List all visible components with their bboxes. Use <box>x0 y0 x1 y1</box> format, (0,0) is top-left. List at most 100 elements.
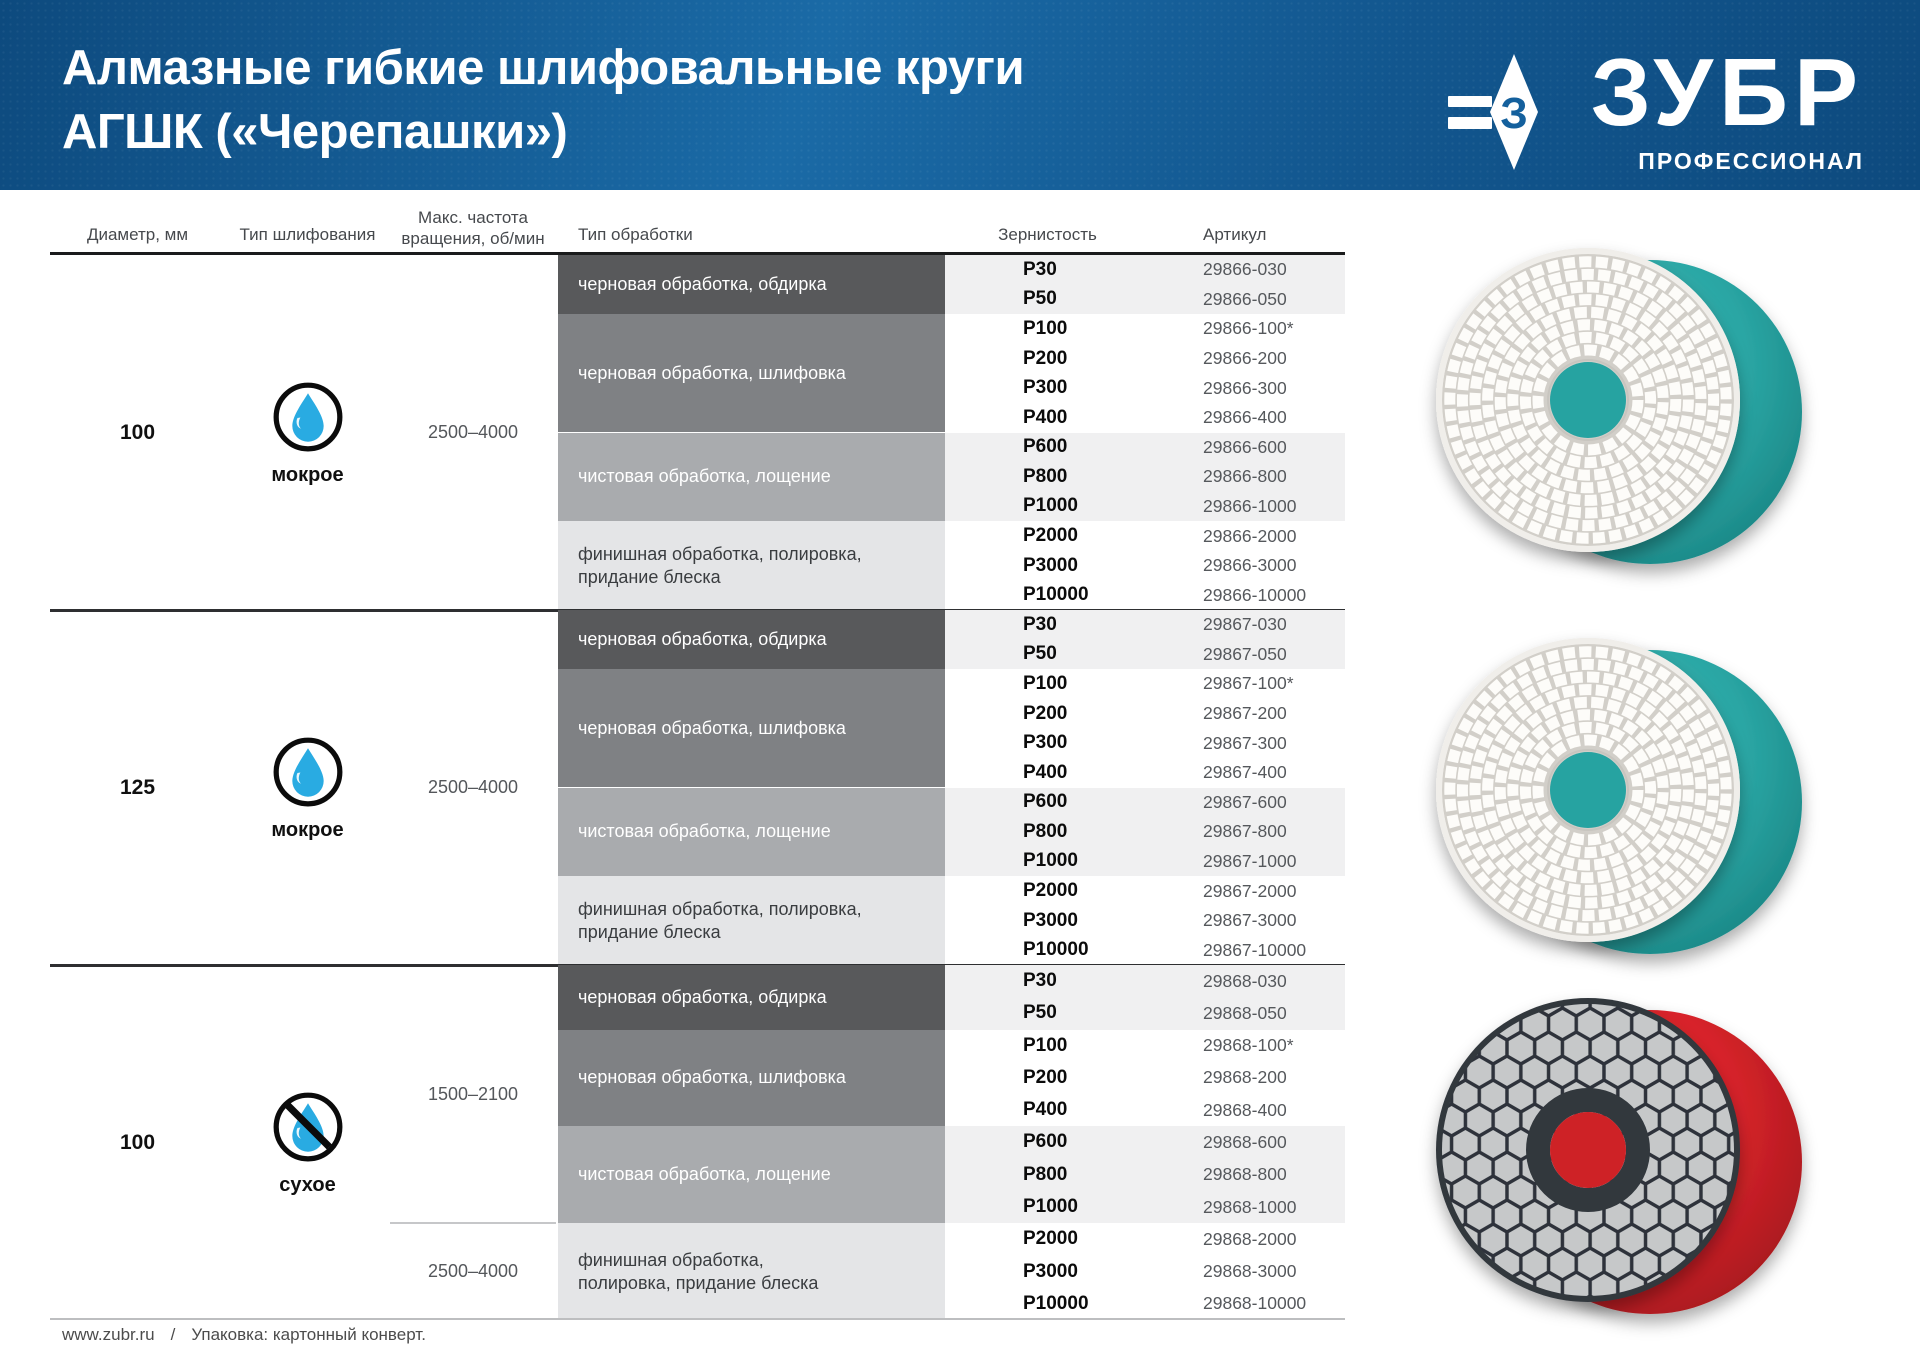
brand-subtitle: ПРОФЕССИОНАЛ <box>1638 148 1864 174</box>
processing-type-cell: черновая обработка, шлифовка <box>558 314 945 433</box>
rpm-cell-top: 1500–2100 <box>427 1083 519 1104</box>
grit-value: P200 <box>1023 702 1068 724</box>
processing-type-cell: финишная обработка, полировка, придание б… <box>558 521 945 610</box>
dry-disc-image <box>1436 998 1802 1314</box>
col-header-diameter: Диаметр, мм <box>86 225 189 244</box>
grit-row: P1000 29868-1000 <box>945 1191 1345 1223</box>
sku-value: 29868-400 <box>1203 1099 1287 1120</box>
sku-value: 29867-10000 <box>1203 939 1307 960</box>
grinding-type-label: мокрое <box>271 463 344 486</box>
grit-row: P2000 29867-2000 <box>945 876 1345 906</box>
grit-row: P200 29866-200 <box>945 344 1345 374</box>
grinding-type-cell: мокрое <box>225 610 390 965</box>
processing-type-label: финишная обработка, <box>578 1249 764 1270</box>
grit-row: P100 29866-100* <box>945 314 1345 344</box>
grit-value: P3000 <box>1023 909 1078 931</box>
grit-row: P1000 29867-1000 <box>945 847 1345 877</box>
grit-zebra-band <box>945 1126 1345 1224</box>
sku-value: 29867-300 <box>1203 732 1287 753</box>
processing-type-cell: финишная обработка, полировка, придание б… <box>558 876 945 965</box>
sku-value: 29866-300 <box>1203 377 1287 398</box>
grit-row: P10000 29866-10000 <box>945 580 1345 610</box>
grit-value: P10000 <box>1023 939 1089 961</box>
grit-value: P100 <box>1023 672 1068 694</box>
processing-type-cell: черновая обработка, шлифовка <box>558 1029 945 1127</box>
processing-type-cell: черновая обработка, обдирка <box>558 610 945 670</box>
grit-value: P10000 <box>1023 584 1089 606</box>
grit-zebra-band <box>945 255 1345 315</box>
zubr-emblem-bar <box>1448 117 1492 129</box>
grit-row: P30 29868-030 <box>945 965 1345 997</box>
diameter-cell: 100 <box>119 420 156 444</box>
grit-value: P600 <box>1023 791 1068 813</box>
processing-type-cell: черновая обработка, шлифовка <box>558 669 945 788</box>
sku-value: 29866-10000 <box>1203 584 1307 605</box>
grit-value: P300 <box>1023 732 1068 754</box>
grit-zebra-band <box>945 965 1345 1030</box>
water-drop-icon <box>273 737 342 806</box>
grit-row: P30 29866-030 <box>945 255 1345 285</box>
rpm-divider <box>390 1222 556 1225</box>
processing-type-label: полировка, придание блеска <box>578 1272 819 1293</box>
grit-row: P800 29867-800 <box>945 817 1345 847</box>
rpm-cell: 2500–4000 <box>427 422 519 442</box>
sku-value: 29867-050 <box>1203 643 1287 664</box>
sku-value: 29867-030 <box>1203 614 1287 635</box>
rpm-cell: 2500–4000 <box>427 777 519 797</box>
sku-value: 29866-050 <box>1203 288 1287 309</box>
col-header-rpm-line: вращения, об/мин <box>401 229 545 248</box>
grit-zebra-band <box>945 787 1345 877</box>
sku-value: 29866-1000 <box>1203 495 1297 516</box>
grit-row: P50 29868-050 <box>945 997 1345 1029</box>
grit-row: P400 29868-400 <box>945 1094 1345 1126</box>
grit-value: P600 <box>1023 436 1068 458</box>
col-header-processing: Тип обработки <box>578 225 693 244</box>
sku-value: 29866-400 <box>1203 407 1287 428</box>
sku-value: 29867-2000 <box>1203 880 1297 901</box>
grit-value: P30 <box>1023 613 1057 635</box>
col-header-rpm-line: Макс. частота <box>418 208 528 227</box>
sku-value: 29868-800 <box>1203 1164 1287 1185</box>
grit-value: P1000 <box>1023 1196 1078 1218</box>
sku-value: 29868-050 <box>1203 1002 1287 1023</box>
processing-type-label: черновая обработка, шлифовка <box>578 1067 846 1088</box>
processing-type-label: придание блеска <box>578 921 721 942</box>
grit-value: P100 <box>1023 317 1068 339</box>
sku-value: 29868-10000 <box>1203 1293 1307 1314</box>
processing-type-cell: чистовая обработка, лощение <box>558 1126 945 1224</box>
sku-value: 29868-100* <box>1203 1035 1294 1056</box>
grit-row: P200 29868-200 <box>945 1062 1345 1094</box>
col-header-grit: Зернистость <box>998 225 1097 244</box>
grinding-type-label: мокрое <box>271 818 344 841</box>
wet-disc-image <box>1436 638 1802 954</box>
grit-row: P2000 29866-2000 <box>945 521 1345 551</box>
page-title-line: АГШК («Черепашки») <box>62 105 568 159</box>
website: www.zubr.ru <box>62 1325 155 1344</box>
sku-value: 29866-2000 <box>1203 525 1297 546</box>
grit-row: P30 29867-030 <box>945 610 1345 640</box>
grit-value: P300 <box>1023 377 1068 399</box>
sku-value: 29868-1000 <box>1203 1196 1297 1217</box>
processing-type-label: чистовая обработка, лощение <box>578 1164 831 1185</box>
processing-type-label: финишная обработка, полировка, <box>578 898 862 919</box>
grit-row: P300 29867-300 <box>945 728 1345 758</box>
grit-value: P600 <box>1023 1131 1068 1153</box>
col-header-sku: Артикул <box>1203 225 1267 244</box>
table-header: Диаметр, мм Тип шлифования Макс. частота… <box>0 186 1920 255</box>
col-header-grind-type: Тип шлифования <box>239 225 376 244</box>
grinding-type-cell: мокрое <box>225 255 390 610</box>
grit-value: P800 <box>1023 820 1068 842</box>
sku-value: 29866-030 <box>1203 259 1287 280</box>
grit-value: P400 <box>1023 761 1068 783</box>
water-drop-icon <box>270 734 346 815</box>
sku-value: 29868-2000 <box>1203 1228 1297 1249</box>
sku-value: 29867-200 <box>1203 703 1287 724</box>
grit-value: P200 <box>1023 347 1068 369</box>
grit-value: P10000 <box>1023 1292 1089 1314</box>
grit-row: P10000 29868-10000 <box>945 1288 1345 1320</box>
sku-value: 29867-600 <box>1203 791 1287 812</box>
processing-type-label: чистовая обработка, лощение <box>578 821 831 842</box>
processing-type-label: чистовая обработка, лощение <box>578 466 831 487</box>
water-drop-icon <box>270 379 346 460</box>
